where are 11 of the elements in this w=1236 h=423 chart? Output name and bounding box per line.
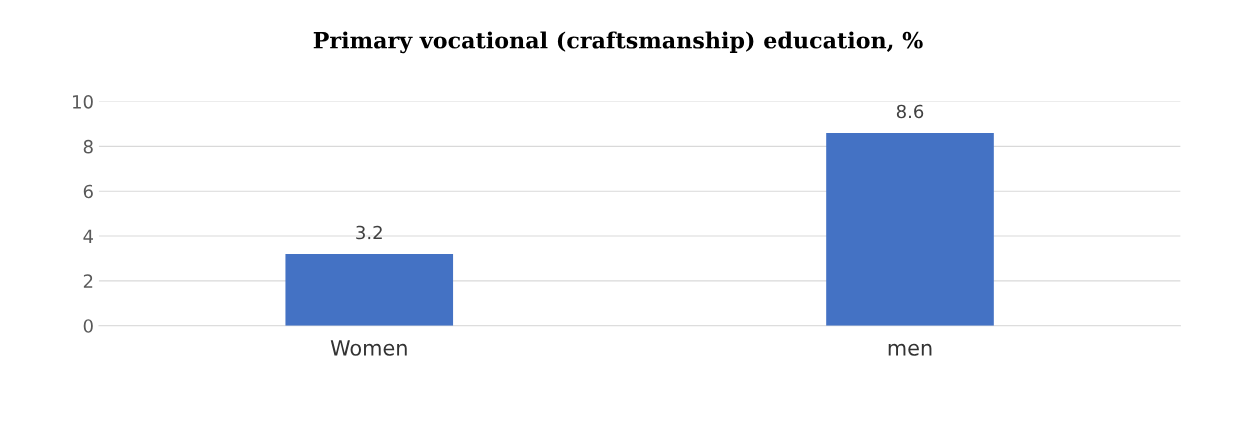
data-label: 8.6: [896, 104, 924, 119]
x-tick-label: men: [888, 343, 932, 356]
data-label: 3.2: [356, 225, 382, 240]
y-tick-label: 6: [83, 184, 93, 199]
y-tick-label: 0: [83, 319, 93, 333]
y-tick-label: 2: [83, 274, 93, 288]
x-tick-label: Women: [330, 340, 407, 356]
y-tick-label: 4: [83, 229, 94, 243]
y-tick-label: 8: [83, 139, 93, 154]
chart-title: Primary vocational (craftsmanship) education, %: [313, 31, 923, 54]
y-tick-label: 10: [73, 94, 93, 109]
